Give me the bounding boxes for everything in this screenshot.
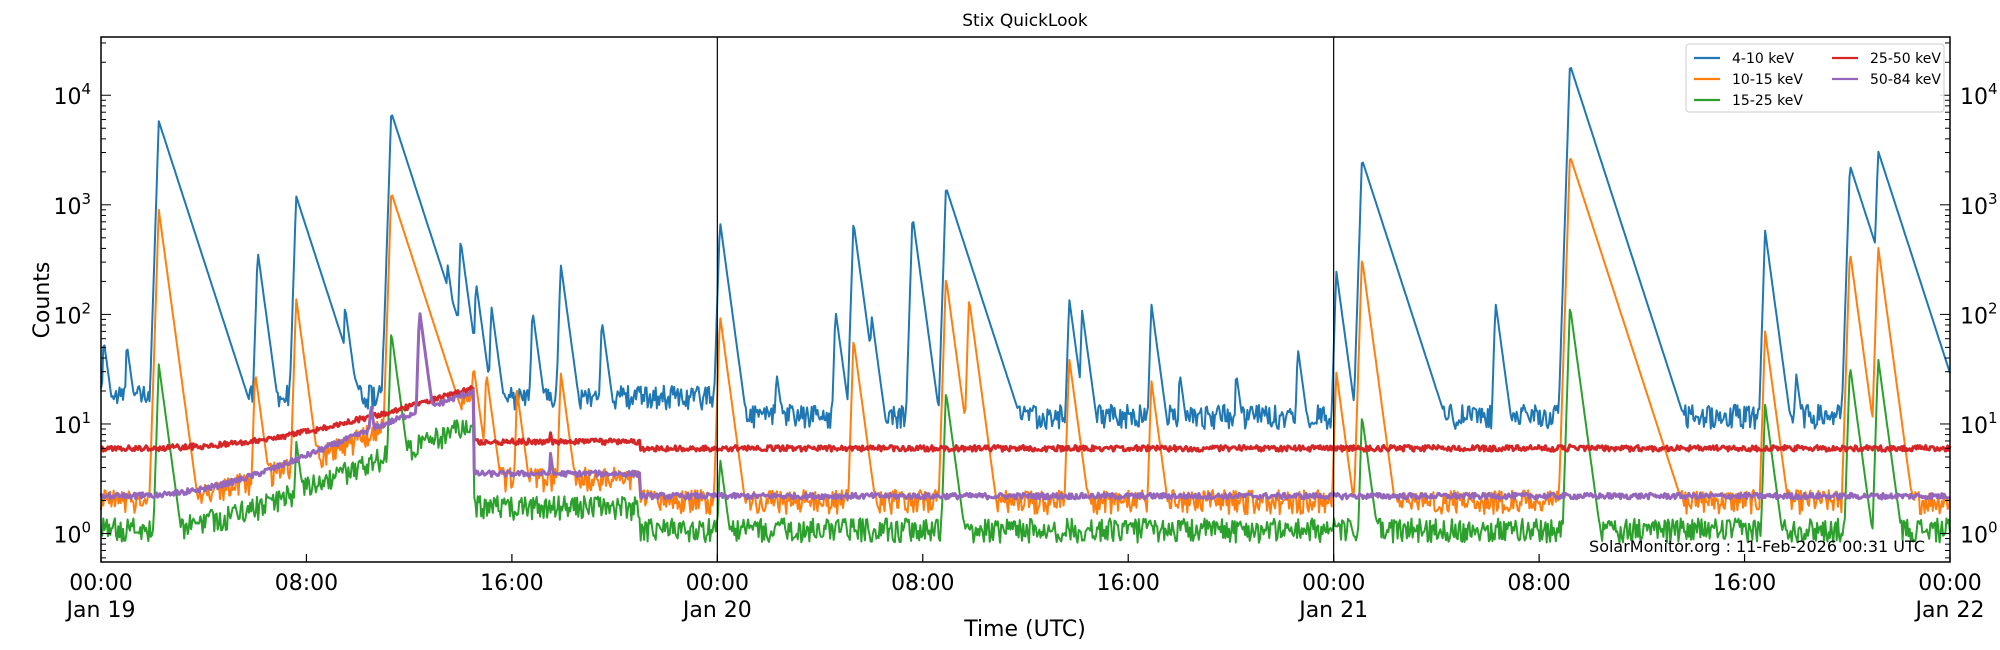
x-axis-label: Time (UTC) xyxy=(963,617,1086,642)
series-layer xyxy=(99,66,1952,544)
series-line-25-50-kev xyxy=(100,385,1952,453)
x-tick-label: 00:00 xyxy=(686,571,749,596)
y-tick-label-left: 103 xyxy=(53,190,91,220)
x-tick-label: 16:00 xyxy=(1713,571,1776,596)
x-tick-label: 16:00 xyxy=(1097,571,1160,596)
y-axis-label: Counts xyxy=(30,262,55,339)
y-tick-label-right: 103 xyxy=(1960,190,1998,220)
plot-frame xyxy=(100,36,1951,563)
x-tick-label: 16:00 xyxy=(480,571,543,596)
y-tick-label-right: 100 xyxy=(1960,519,1998,549)
x-tick-date-label: Jan 20 xyxy=(681,598,752,623)
x-tick-label: 08:00 xyxy=(891,571,954,596)
legend-box xyxy=(1685,43,1945,113)
y-tick-label-left: 101 xyxy=(53,409,91,439)
x-tick-date-label: Jan 21 xyxy=(1297,598,1368,623)
series-line-4-10-kev xyxy=(100,66,1951,430)
source-annotation: SolarMonitor.org : 11-Feb-2026 00:31 UTC xyxy=(1589,537,1925,556)
y-tick-label-left: 100 xyxy=(53,519,91,549)
x-tick-label: 08:00 xyxy=(1507,571,1570,596)
legend-label: 50-84 keV xyxy=(1870,72,1941,88)
series-line-15-25-kev xyxy=(100,308,1951,544)
x-tick-date-label: Jan 22 xyxy=(1914,598,1985,623)
legend-label: 4-10 keV xyxy=(1732,51,1794,67)
x-tick-label: 08:00 xyxy=(275,571,338,596)
legend-label: 25-50 keV xyxy=(1870,51,1941,67)
legend-label: 10-15 keV xyxy=(1732,72,1803,88)
series-line-10-15-kev xyxy=(100,158,1951,516)
chart-title: Stix QuickLook xyxy=(962,11,1088,31)
y-tick-label-left: 102 xyxy=(53,299,91,329)
y-tick-label-right: 102 xyxy=(1960,299,1998,329)
x-tick-date-label: Jan 19 xyxy=(65,598,136,623)
y-tick-label-right: 104 xyxy=(1960,80,1998,110)
y-tick-label-right: 101 xyxy=(1960,409,1998,439)
x-tick-label: 00:00 xyxy=(69,571,132,596)
legend-label: 15-25 keV xyxy=(1732,93,1803,109)
y-tick-label-left: 104 xyxy=(53,80,91,110)
x-tick-label: 00:00 xyxy=(1302,571,1365,596)
legend: 4-10 keV 10-15 keV 15-25 keV 25-50 keV 50-84… xyxy=(1685,43,1945,113)
series-line-50-84-kev xyxy=(99,312,1951,501)
x-tick-label: 00:00 xyxy=(1918,571,1981,596)
